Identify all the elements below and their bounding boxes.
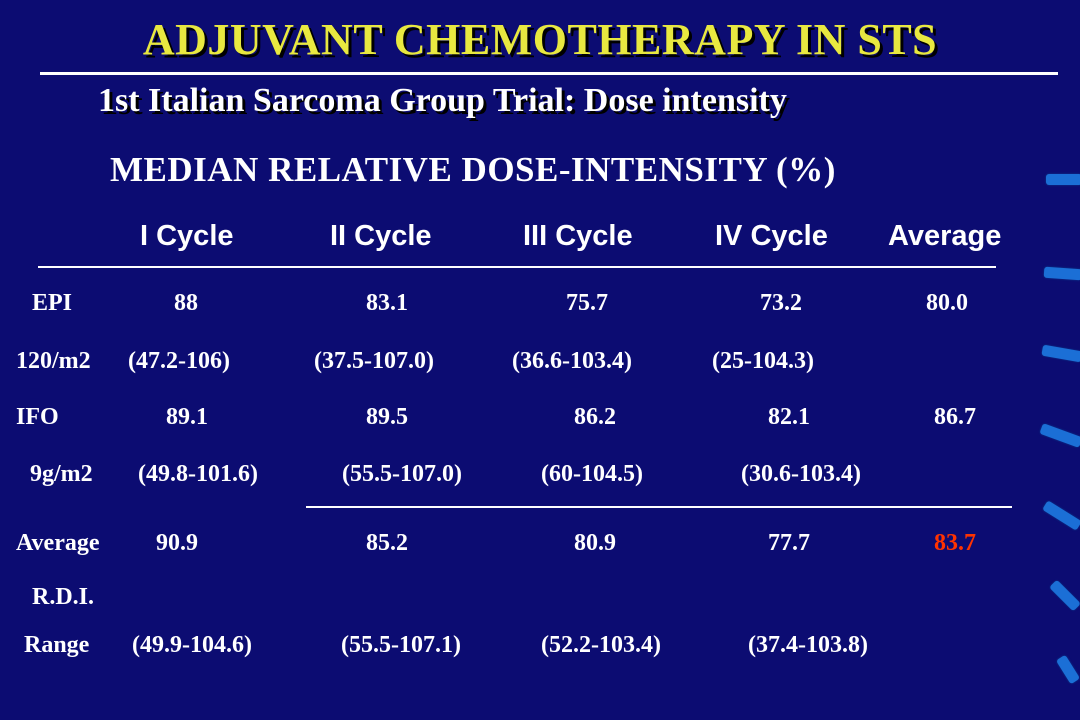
ifo-range-cycle-2: (55.5-107.0) [342,461,462,487]
row-label-epi-dose: 120/m2 [16,348,91,374]
slide-subtitle: 1st Italian Sarcoma Group Trial: Dose in… [98,82,787,119]
overall-average-highlight: 83.7 [934,530,976,556]
column-header-cycle-3: III Cycle [523,220,633,252]
row-label-ifo: IFO [16,404,59,430]
decorative-dash [1055,654,1080,685]
epi-range-cycle-1: (47.2-106) [128,348,230,374]
row-label-average: Average [16,530,100,556]
range-cycle-3: (52.2-103.4) [541,632,661,658]
ifo-average: 86.7 [934,404,976,430]
epi-cycle-1: 88 [174,290,198,316]
ifo-range-cycle-3: (60-104.5) [541,461,643,487]
ifo-range-cycle-1: (49.8-101.6) [138,461,258,487]
slide-title: ADJUVANT CHEMOTHERAPY IN STS [142,15,938,64]
decorative-dash [1043,266,1080,281]
row-label-epi: EPI [32,290,73,316]
column-header-cycle-1: I Cycle [140,220,234,252]
decorative-dash [1046,174,1080,185]
epi-cycle-2: 83.1 [366,290,408,316]
epi-average: 80.0 [926,290,968,316]
ifo-range-cycle-4: (30.6-103.4) [741,461,861,487]
range-cycle-1: (49.9-104.6) [132,632,252,658]
decorative-dash [1049,579,1080,612]
epi-range-cycle-2: (37.5-107.0) [314,348,434,374]
ifo-cycle-1: 89.1 [166,404,208,430]
row-label-rdi: R.D.I. [32,584,95,610]
ifo-cycle-3: 86.2 [574,404,616,430]
epi-cycle-4: 73.2 [760,290,802,316]
ifo-cycle-4: 82.1 [768,404,810,430]
column-header-cycle-4: IV Cycle [715,220,828,252]
decorative-dash [1041,344,1080,363]
average-cycle-1: 90.9 [156,530,198,556]
decorative-dash [1039,423,1080,448]
section-heading: MEDIAN RELATIVE DOSE-INTENSITY (%) [110,150,836,189]
row-label-ifo-dose: 9g/m2 [30,461,93,487]
range-cycle-4: (37.4-103.8) [748,632,868,658]
column-header-average: Average [888,220,1002,252]
average-cycle-2: 85.2 [366,530,408,556]
summary-divider [306,506,1012,508]
row-label-range: Range [24,632,90,658]
range-cycle-2: (55.5-107.1) [341,632,461,658]
decorative-dash [1042,500,1080,531]
header-divider [38,266,996,268]
epi-range-cycle-3: (36.6-103.4) [512,348,632,374]
epi-cycle-3: 75.7 [566,290,608,316]
ifo-cycle-2: 89.5 [366,404,408,430]
epi-range-cycle-4: (25-104.3) [712,348,814,374]
average-cycle-3: 80.9 [574,530,616,556]
column-header-cycle-2: II Cycle [330,220,432,252]
title-divider [40,72,1058,75]
average-cycle-4: 77.7 [768,530,810,556]
